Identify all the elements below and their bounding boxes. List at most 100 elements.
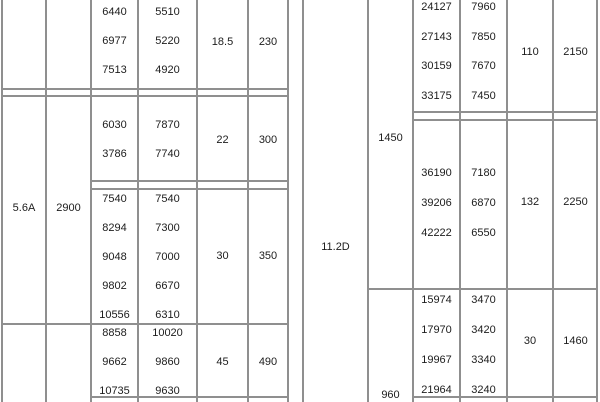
pressure-value: 7450 xyxy=(471,89,496,102)
flow-value: 8294 xyxy=(102,222,127,234)
grid-line xyxy=(413,396,597,398)
grid-line xyxy=(412,0,414,402)
pressure-value: 7960 xyxy=(471,1,496,13)
pressure-value: 9860 xyxy=(155,356,180,368)
flow-value: 24127 xyxy=(421,1,452,13)
pressure-value: 7870 xyxy=(155,119,180,131)
pressure-cell: 5510 5220 4920 xyxy=(138,0,197,85)
grid-line xyxy=(596,0,598,402)
grid-line xyxy=(2,95,288,97)
model-label: 5.6A xyxy=(12,202,36,214)
pressure-value: 6310 xyxy=(155,309,180,321)
flow-value: 33175 xyxy=(421,89,452,102)
flow-value: 39206 xyxy=(421,197,452,209)
flow-cell: 8858 9662 10735 xyxy=(91,319,138,402)
power-cell: 22 xyxy=(216,134,229,146)
grid-line xyxy=(1,0,3,402)
pressure-value: 5510 xyxy=(155,6,180,18)
weight-cell: 300 xyxy=(258,134,278,146)
flow-cell: 24127 27143 30159 33175 xyxy=(413,0,460,111)
speed-label: 1450 xyxy=(378,132,403,144)
grid-line xyxy=(302,0,304,402)
weight-cell: 490 xyxy=(258,356,278,368)
pressure-value: 5220 xyxy=(155,35,180,47)
pressure-value: 3470 xyxy=(471,294,496,306)
power-cell: 132 xyxy=(520,196,540,208)
flow-value: 36190 xyxy=(421,167,452,179)
grid-line xyxy=(91,396,288,398)
flow-value: 6977 xyxy=(102,35,127,47)
flow-value: 8858 xyxy=(102,327,127,339)
pressure-value: 9630 xyxy=(155,385,180,397)
power-cell: 30 xyxy=(523,335,537,347)
flow-value: 9048 xyxy=(102,251,127,263)
flow-value: 7513 xyxy=(102,64,127,76)
flow-cell: 36190 39206 42222 xyxy=(413,158,460,248)
pressure-value: 6670 xyxy=(155,280,180,292)
grid-line xyxy=(247,0,249,402)
pressure-cell: 7540 7300 7000 6670 6310 xyxy=(138,185,197,330)
pressure-value: 4920 xyxy=(155,64,180,76)
flow-value: 21964 xyxy=(421,384,452,396)
speed-label: 960 xyxy=(381,389,400,401)
pressure-value: 7850 xyxy=(471,30,496,43)
power-cell: 110 xyxy=(521,46,539,58)
pressure-cell: 7960 7850 7670 7450 xyxy=(460,0,507,111)
flow-cell: 15974 17970 19967 21964 xyxy=(413,285,460,402)
power-cell: 45 xyxy=(216,356,229,368)
flow-value: 42222 xyxy=(421,227,452,239)
grid-line xyxy=(91,180,288,182)
flow-value: 9662 xyxy=(102,356,127,368)
power-cell: 30 xyxy=(216,250,229,262)
pressure-value: 6870 xyxy=(471,197,496,209)
grid-line xyxy=(2,323,288,325)
weight-cell: 2150 xyxy=(563,46,588,58)
grid-line xyxy=(413,119,597,121)
flow-value: 30159 xyxy=(421,60,452,72)
weight-cell: 1460 xyxy=(563,335,588,347)
pressure-value: 10020 xyxy=(152,327,183,339)
flow-value: 27143 xyxy=(421,30,452,43)
grid-line xyxy=(459,0,461,402)
flow-value: 7540 xyxy=(102,193,127,205)
pressure-value: 6550 xyxy=(471,227,496,239)
pressure-value: 3240 xyxy=(471,384,496,396)
pressure-cell: 10020 9860 9630 xyxy=(138,319,197,402)
flow-value: 19967 xyxy=(421,354,452,366)
grid-line xyxy=(506,0,508,402)
pressure-cell: 7180 6870 6550 xyxy=(460,158,507,248)
grid-line xyxy=(90,0,92,402)
weight-cell: 230 xyxy=(258,36,278,48)
pressure-cell: 3470 3420 3340 3240 xyxy=(460,285,507,402)
grid-line xyxy=(91,188,288,190)
flow-cell: 6030 3786 xyxy=(91,111,138,169)
speed-label: 2900 xyxy=(56,202,81,214)
flow-value: 3786 xyxy=(102,148,127,160)
pressure-value: 7300 xyxy=(155,222,180,234)
model-label: 11.2D xyxy=(321,241,350,253)
grid-line xyxy=(45,0,47,402)
flow-value: 6030 xyxy=(102,119,127,131)
weight-cell: 2250 xyxy=(563,196,588,208)
grid-line xyxy=(287,0,289,402)
flow-value: 9802 xyxy=(102,280,127,292)
grid-line xyxy=(2,88,288,90)
grid-line xyxy=(552,0,554,402)
pressure-value: 3340 xyxy=(471,354,496,366)
flow-value: 10556 xyxy=(99,309,130,321)
pressure-cell: 7870 7740 xyxy=(138,111,197,169)
grid-line xyxy=(137,0,139,402)
flow-value: 15974 xyxy=(421,294,452,306)
flow-value: 17970 xyxy=(421,324,452,336)
pressure-value: 7180 xyxy=(471,167,496,179)
flow-value: 6440 xyxy=(102,6,127,18)
pressure-value: 7670 xyxy=(471,60,496,72)
flow-cell: 6440 6977 7513 xyxy=(91,0,138,85)
pressure-value: 7540 xyxy=(155,193,180,205)
grid-line xyxy=(368,288,597,290)
grid-line xyxy=(413,111,597,113)
flow-cell: 7540 8294 9048 9802 10556 xyxy=(91,185,138,330)
flow-value: 10735 xyxy=(99,385,130,397)
power-cell: 18.5 xyxy=(211,36,234,48)
